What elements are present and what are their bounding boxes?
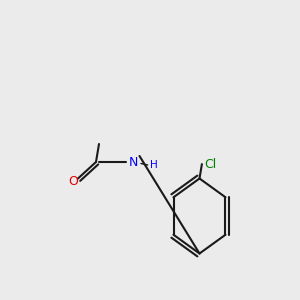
Text: H: H xyxy=(150,160,158,170)
Text: N: N xyxy=(129,155,138,169)
Text: O: O xyxy=(69,175,78,188)
Text: Cl: Cl xyxy=(204,158,216,171)
